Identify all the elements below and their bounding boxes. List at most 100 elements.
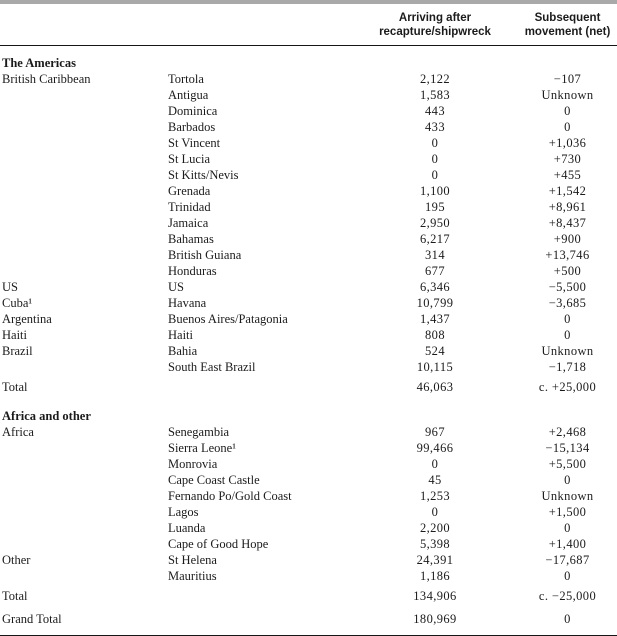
region-cell: Haiti	[2, 328, 27, 342]
arriving-cell: 6,346	[419, 280, 451, 294]
region-cell: Brazil	[2, 344, 33, 358]
total-label: Total	[2, 589, 28, 603]
region-cell	[0, 440, 168, 456]
column-header-movement-line2: movement (net)	[524, 26, 611, 38]
arriving-cell: 2,122	[419, 72, 451, 86]
arriving-cell: 677	[425, 264, 445, 278]
region-cell	[0, 135, 168, 151]
table-row: Mauritius 1,186 0	[0, 568, 617, 584]
movement-cell: +1,036	[548, 136, 587, 150]
table-row: British Guiana 314 +13,746	[0, 247, 617, 263]
movement-cell: 0	[564, 521, 571, 535]
movement-cell: +730	[553, 152, 582, 166]
section-title-label: Africa and other	[2, 409, 91, 423]
arriving-cell: 443	[425, 104, 445, 118]
arriving-cell: 524	[425, 344, 445, 358]
movement-cell: 0	[564, 473, 571, 487]
place-cell: Honduras	[168, 264, 217, 278]
table-row: Trinidad 195 +8,961	[0, 199, 617, 215]
place-cell: Havana	[168, 296, 207, 310]
place-cell: Bahamas	[168, 232, 214, 246]
section-title-label: The Americas	[2, 56, 76, 70]
region-cell	[0, 167, 168, 183]
place-cell: Bahia	[168, 344, 198, 358]
place-cell: Monrovia	[168, 457, 218, 471]
arriving-cell: 0	[431, 505, 439, 519]
section-header-row: Africa and other	[0, 399, 617, 424]
place-cell: Sierra Leone¹	[168, 441, 236, 455]
place-cell: Cape of Good Hope	[168, 537, 269, 551]
arriving-cell: 0	[431, 152, 439, 166]
region-cell	[0, 472, 168, 488]
table-row: Monrovia 0 +5,500	[0, 456, 617, 472]
place-cell: St Kitts/Nevis	[168, 168, 239, 182]
movement-cell: 0	[564, 104, 571, 118]
table-row: St Vincent 0 +1,036	[0, 135, 617, 151]
table-row: Argentina Buenos Aires/Patagonia 1,437 0	[0, 311, 617, 327]
movement-cell: −1,718	[548, 360, 587, 374]
top-rule	[0, 0, 617, 4]
place-cell: Cape Coast Castle	[168, 473, 260, 487]
arriving-cell: 5,398	[419, 537, 451, 551]
movement-cell: −5,500	[548, 280, 587, 294]
arriving-cell: 10,115	[416, 360, 454, 374]
arriving-cell: 6,217	[419, 232, 451, 246]
column-header-arriving: Arriving after recapture/shipwreck	[352, 4, 518, 46]
table-row: Sierra Leone¹ 99,466 −15,134	[0, 440, 617, 456]
region-cell: Other	[2, 553, 31, 567]
region-cell	[0, 520, 168, 536]
recaptives-table: Arriving after recapture/shipwreck Subse…	[0, 4, 617, 636]
table-row: Lagos 0 +1,500	[0, 504, 617, 520]
region-cell: British Caribbean	[2, 72, 91, 86]
region-cell: Africa	[2, 425, 34, 439]
movement-cell: 0	[564, 328, 571, 342]
place-cell: Mauritius	[168, 569, 217, 583]
movement-cell: 0	[564, 120, 571, 134]
arriving-cell: 1,437	[419, 312, 451, 326]
table-row: Luanda 2,200 0	[0, 520, 617, 536]
table-row: Africa Senegambia 967 +2,468	[0, 424, 617, 440]
place-cell: St Helena	[168, 553, 217, 567]
table-row: British Caribbean Tortola 2,122 −107	[0, 71, 617, 87]
place-cell: Senegambia	[168, 425, 230, 439]
region-cell	[0, 87, 168, 103]
table-row: Jamaica 2,950 +8,437	[0, 215, 617, 231]
region-cell: Cuba¹	[2, 296, 33, 310]
table-row: Bahamas 6,217 +900	[0, 231, 617, 247]
region-cell: US	[2, 280, 18, 294]
place-cell: Trinidad	[168, 200, 211, 214]
region-cell	[0, 103, 168, 119]
arriving-cell: 967	[425, 425, 445, 439]
arriving-cell: 314	[425, 248, 445, 262]
region-cell	[0, 231, 168, 247]
region-cell	[0, 151, 168, 167]
movement-cell: −3,685	[548, 296, 587, 310]
place-cell: Tortola	[168, 72, 204, 86]
region-cell	[0, 504, 168, 520]
movement-cell: +455	[553, 168, 582, 182]
table-row: Cape of Good Hope 5,398 +1,400	[0, 536, 617, 552]
place-cell: British Guiana	[168, 248, 242, 262]
region-cell	[0, 359, 168, 375]
total-arriving: 46,063	[416, 380, 454, 394]
place-cell: Jamaica	[168, 216, 209, 230]
movement-cell: 0	[564, 569, 571, 583]
arriving-cell: 433	[425, 120, 445, 134]
region-cell	[0, 456, 168, 472]
movement-cell: Unknown	[541, 344, 594, 358]
table-row: Fernando Po/Gold Coast 1,253 Unknown	[0, 488, 617, 504]
region-cell	[0, 568, 168, 584]
place-column-header	[168, 4, 352, 46]
table-row: Antigua 1,583 Unknown	[0, 87, 617, 103]
place-cell: Antigua	[168, 88, 209, 102]
place-cell: Luanda	[168, 521, 206, 535]
movement-cell: +1,500	[548, 505, 587, 519]
column-header-movement: Subsequent movement (net)	[518, 4, 617, 46]
table-row: Honduras 677 +500	[0, 263, 617, 279]
arriving-cell: 2,950	[419, 216, 451, 230]
arriving-cell: 10,799	[416, 296, 454, 310]
place-cell: St Lucia	[168, 152, 211, 166]
total-movement: c. +25,000	[538, 380, 597, 394]
movement-cell: +8,961	[548, 200, 587, 214]
movement-cell: Unknown	[541, 88, 594, 102]
